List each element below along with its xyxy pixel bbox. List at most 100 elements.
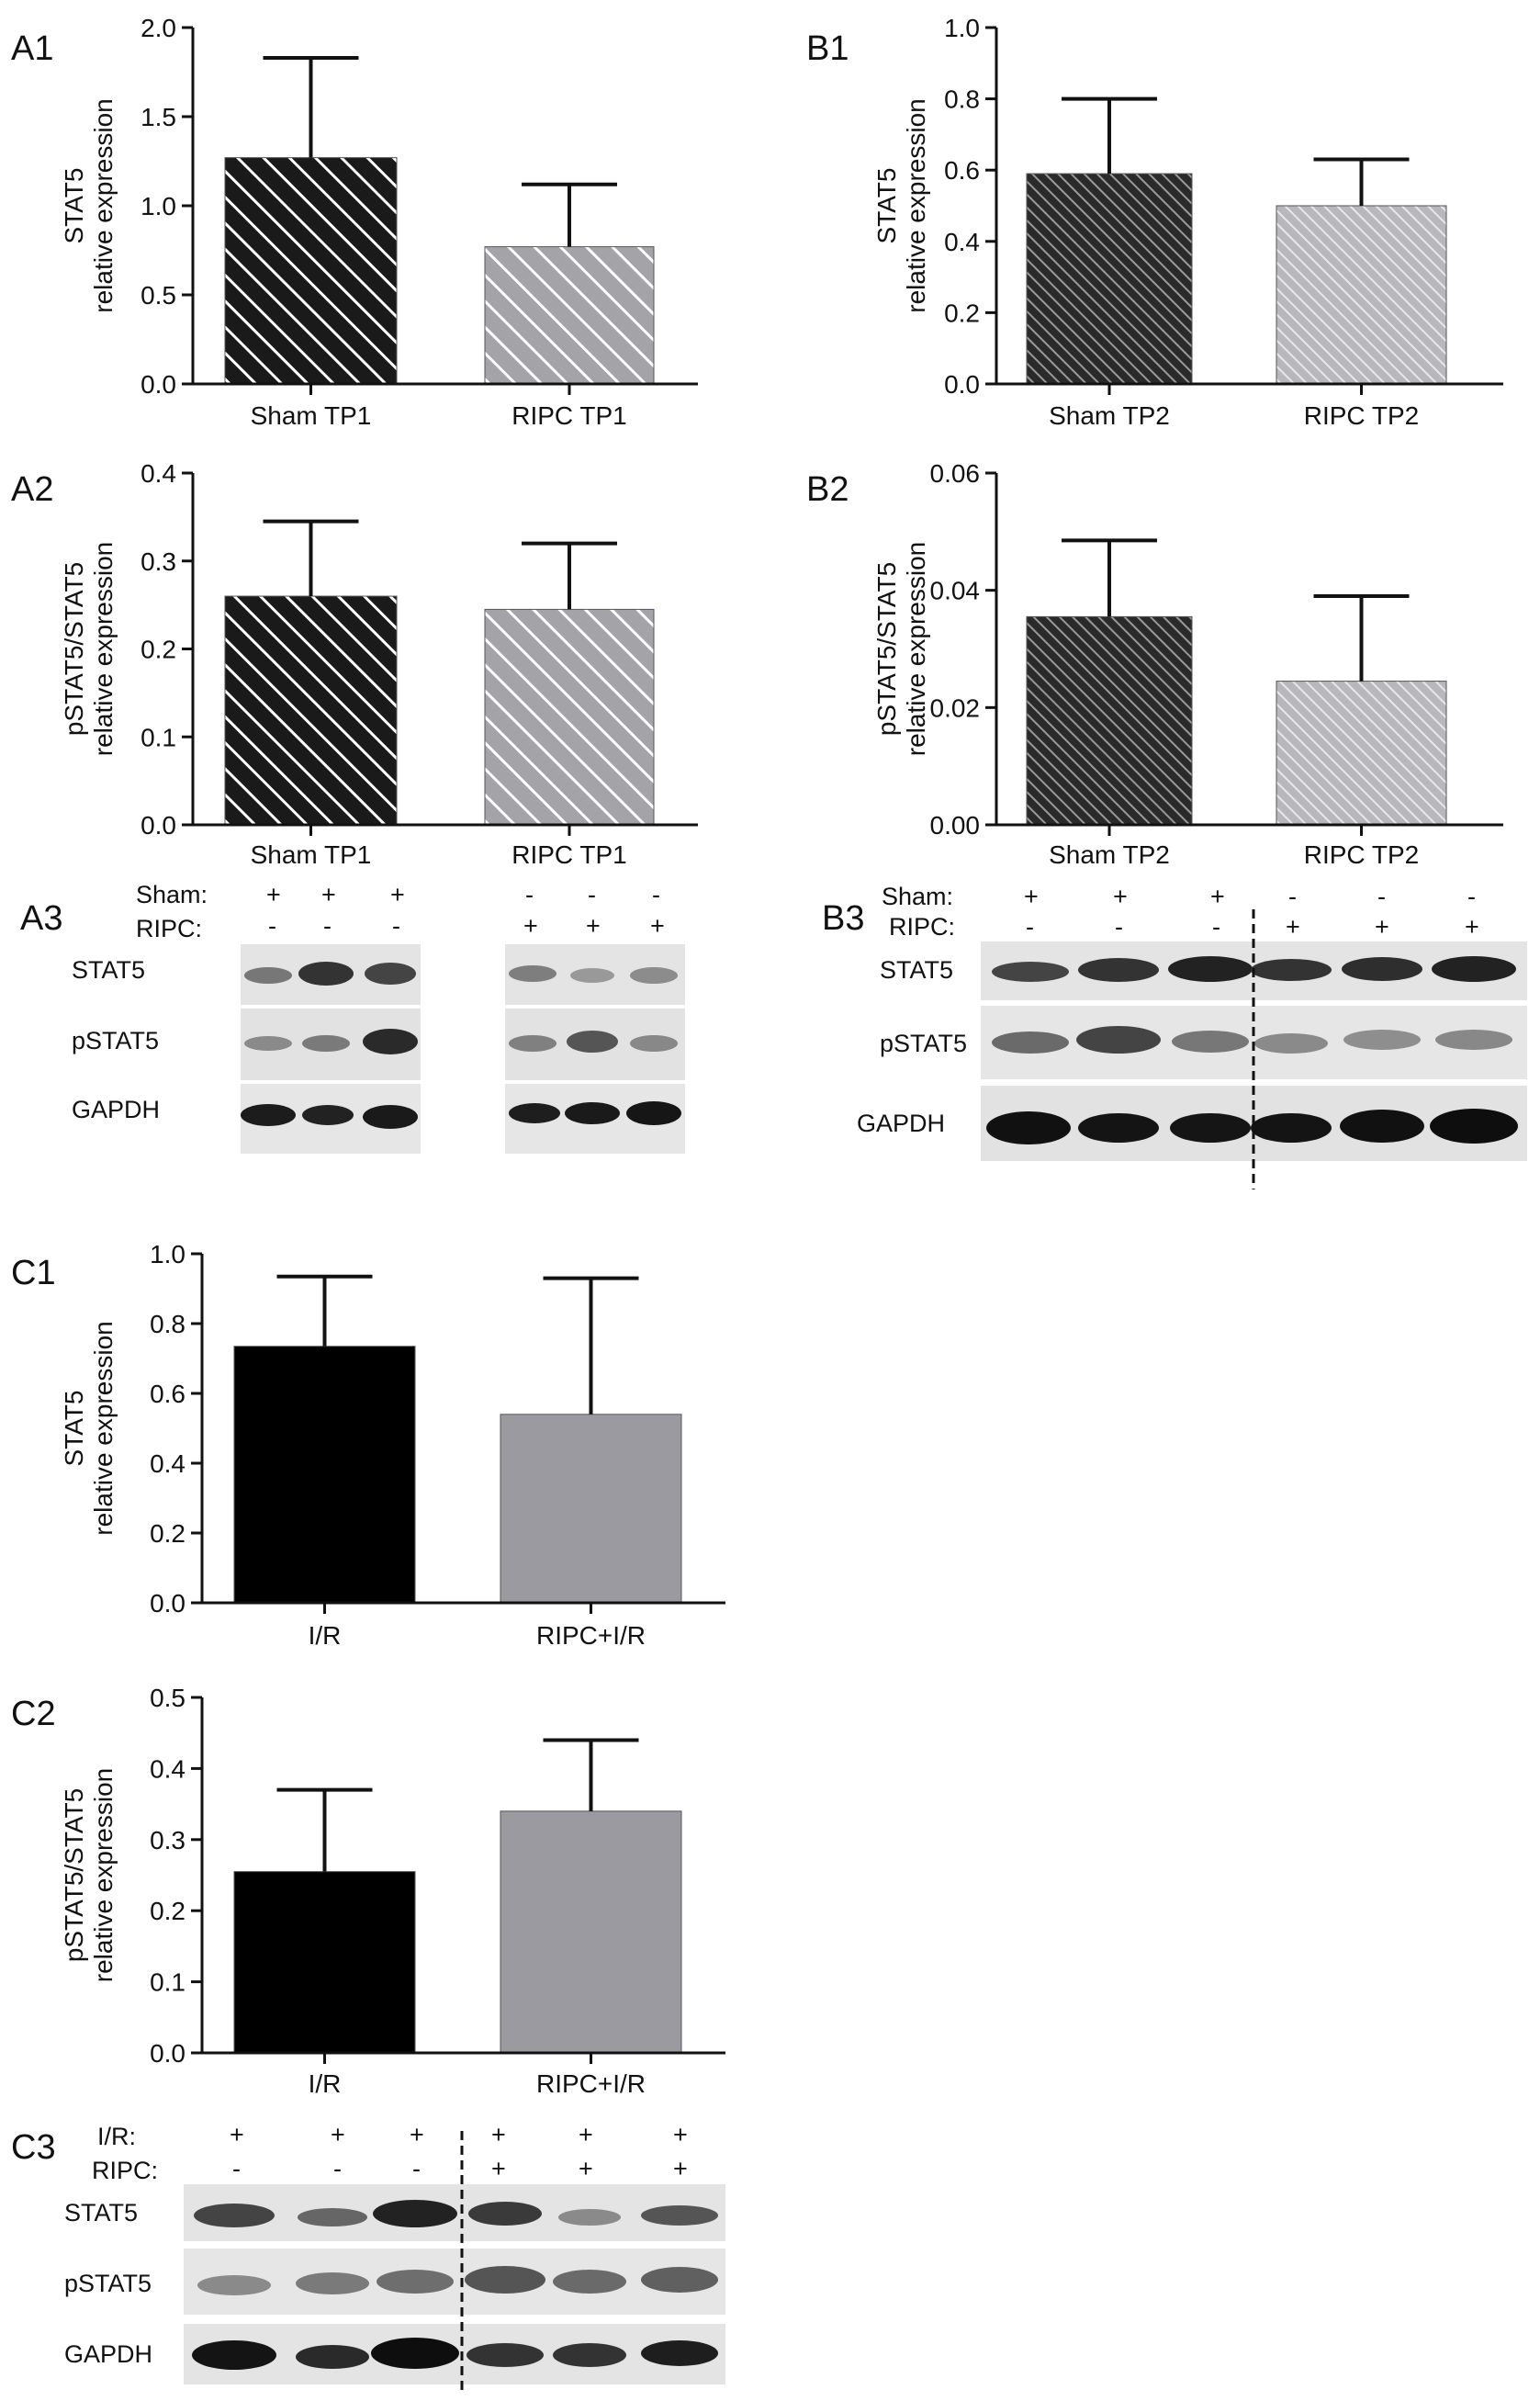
y-tick-label-c2: 0.2 <box>150 1897 185 1925</box>
y-axis-label-a1: STAT5 <box>60 168 88 244</box>
blot-band <box>1078 1113 1159 1143</box>
category-label-b2: Sham TP2 <box>1049 840 1170 869</box>
chart-b2: Sham TP2 RIPC TP2 0.00 0.02 0.04 0.06 pSTAT5/S… <box>872 459 1503 869</box>
blot-band <box>1172 1031 1249 1053</box>
blot-band <box>192 2340 276 2370</box>
blot-c3-sign: + <box>331 2121 345 2148</box>
blot-b3-group-label-sham: Sham: <box>882 883 953 910</box>
blot-band <box>1168 956 1253 982</box>
western-blot-b3: Sham: RIPC: + + + - - - - - - + + + STAT… <box>857 883 1527 1189</box>
blot-a3-sign: + <box>266 881 281 908</box>
blot-band <box>298 2208 367 2226</box>
blot-b3-row-label-gapdh: GAPDH <box>857 1110 945 1137</box>
western-blot-a3: Sham: RIPC: + + + - - - - - - + + + STAT… <box>72 881 685 1154</box>
blot-band <box>1251 1113 1332 1143</box>
blot-band <box>626 1101 681 1125</box>
blot-band <box>298 962 354 986</box>
blot-band <box>1430 1109 1518 1144</box>
y-axis-label-a1: relative expression <box>89 98 118 312</box>
blot-b3-group-label-ripc: RIPC: <box>889 913 955 941</box>
category-label-a2: Sham TP1 <box>251 840 372 869</box>
y-tick-label-c1: 0.0 <box>150 1589 185 1618</box>
blot-a3-sign: - <box>588 881 596 908</box>
y-tick-label-a2: 0.0 <box>141 811 176 840</box>
blot-band <box>567 1031 618 1053</box>
y-tick-label-a1: 2.0 <box>141 14 176 42</box>
blot-band <box>1343 1030 1421 1050</box>
blot-b3-sign: + <box>1210 883 1225 910</box>
blot-band <box>1078 958 1159 982</box>
y-tick-label-a2: 0.3 <box>141 547 176 576</box>
category-label-c1: I/R <box>309 1621 342 1650</box>
blot-c3-sign: + <box>673 2155 688 2182</box>
blot-c3-sign: + <box>491 2121 506 2148</box>
y-tick-label-b1: 0.2 <box>944 299 980 327</box>
y-tick-label-c1: 0.8 <box>150 1310 185 1338</box>
y-axis-label-a2: relative expression <box>89 542 118 756</box>
y-axis-label-b2: pSTAT5/STAT5 <box>872 562 901 736</box>
blot-band <box>1432 956 1516 982</box>
y-tick-label-c1: 1.0 <box>150 1240 185 1268</box>
blot-band <box>509 965 556 982</box>
blot-a3-group-label-sham: Sham: <box>136 881 208 908</box>
category-label-b1: Sham TP2 <box>1049 401 1170 430</box>
blot-b3-row-label-pstat5: pSTAT5 <box>880 1030 967 1057</box>
blot-band <box>1170 1113 1251 1143</box>
blot-b3-sign: + <box>1024 883 1039 910</box>
blot-a3-sign: + <box>390 881 405 908</box>
y-tick-label-c2: 0.4 <box>150 1754 185 1783</box>
y-axis-label-b1: relative expression <box>902 98 930 312</box>
y-tick-label-b2: 0.06 <box>930 459 981 488</box>
bar-a1-1 <box>484 246 655 385</box>
category-label-c2: RIPC+I/R <box>536 2069 646 2098</box>
blot-a3-sign: - <box>652 881 660 908</box>
blot-band <box>992 1031 1069 1054</box>
chart-a1: Sham TP1 RIPC TP1 0.0 0.5 1.0 1.5 2.0 STAT5 rela… <box>60 14 698 430</box>
panel-label-c2: C2 <box>11 1695 56 1733</box>
y-tick-label-a1: 1.5 <box>141 103 176 131</box>
blot-band <box>194 2204 275 2227</box>
bar-b2-0 <box>1026 615 1193 826</box>
blot-band <box>1251 959 1332 981</box>
blot-a3-sign: + <box>650 912 665 940</box>
blot-c3-sign: - <box>232 2155 241 2182</box>
category-label-b2: RIPC TP2 <box>1304 840 1420 869</box>
panel-label-b2: B2 <box>806 470 849 509</box>
y-tick-label-a2: 0.1 <box>141 723 176 751</box>
blot-band <box>558 2209 621 2226</box>
y-axis-label-c1: STAT5 <box>60 1391 88 1467</box>
blot-band <box>641 2267 718 2293</box>
chart-c2: I/R RIPC+I/R 0.0 0.1 0.2 0.3 0.4 0.5 pSTAT5/STAT… <box>60 1684 725 2098</box>
blot-band <box>1076 1026 1161 1054</box>
blot-c3-sign: + <box>410 2121 424 2148</box>
y-tick-label-a1: 0.0 <box>141 370 176 399</box>
blot-c3-group-label-ir: I/R: <box>97 2123 136 2150</box>
y-tick-label-b2: 0.02 <box>930 693 981 722</box>
blot-b3-sign: + <box>1113 883 1128 910</box>
blot-a3-row-label-pstat5: pSTAT5 <box>72 1027 159 1054</box>
blot-c3-row-label-pstat5: pSTAT5 <box>64 2270 152 2297</box>
blot-band <box>363 1029 418 1054</box>
blot-a3-sign: + <box>586 912 601 940</box>
y-tick-label-b2: 0.04 <box>930 577 981 605</box>
blot-band <box>296 2345 369 2369</box>
blot-band <box>553 2343 626 2367</box>
blot-band <box>509 1035 556 1052</box>
blot-b3-row-label-stat5: STAT5 <box>880 956 953 984</box>
blot-band <box>365 963 416 985</box>
blot-a3-sign: - <box>323 912 332 940</box>
panel-label-a1: A1 <box>11 29 53 68</box>
blot-band <box>241 1104 296 1126</box>
bar-b2-1 <box>1276 681 1447 826</box>
blot-c3-sign: - <box>412 2155 421 2182</box>
blot-band <box>371 2338 459 2369</box>
blot-band <box>1254 1033 1328 1054</box>
y-tick-label-c2: 0.3 <box>150 1826 185 1854</box>
blot-band <box>630 967 678 984</box>
blot-band <box>468 2202 542 2226</box>
blot-c3-sign: + <box>673 2121 688 2148</box>
blot-band <box>244 1036 292 1051</box>
y-axis-label-c2: relative expression <box>89 1768 118 1982</box>
blot-b3-sign: + <box>1375 913 1389 941</box>
blot-b3-sign: - <box>1026 913 1034 941</box>
